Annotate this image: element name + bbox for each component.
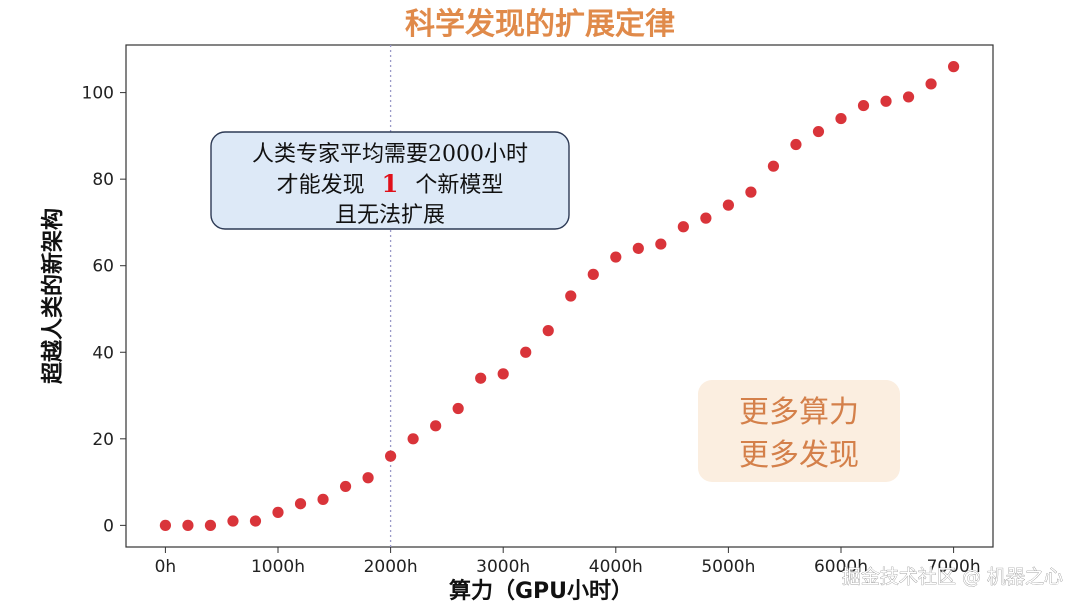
watermark: 掘金技术社区 @ 机器之心: [842, 566, 1063, 588]
expert-box-line2-prefix: 才能发现: [277, 173, 365, 198]
more-compute-line1: 更多算力: [739, 395, 859, 430]
y-tick-label: 20: [92, 430, 114, 450]
y-tick-label: 40: [92, 343, 114, 363]
y-tick-label: 80: [92, 170, 114, 190]
data-point: [227, 515, 239, 527]
data-point: [812, 125, 825, 138]
y-tick-label: 100: [82, 84, 114, 104]
more-compute-line2: 更多发现: [739, 438, 859, 473]
data-point: [385, 450, 397, 462]
data-point: [677, 221, 689, 233]
data-point: [430, 420, 442, 432]
annotation-more-compute-box: 更多算力 更多发现: [698, 380, 900, 482]
expert-box-line1: 人类专家平均需要2000小时: [252, 142, 528, 167]
y-tick-label: 60: [92, 257, 114, 277]
more-compute-box-background: [698, 380, 900, 482]
data-point: [362, 472, 374, 484]
expert-box-background: [210, 131, 570, 230]
x-tick-label: 5000h: [701, 557, 755, 577]
data-point: [452, 402, 464, 415]
data-point: [565, 290, 577, 302]
data-point: [745, 186, 757, 198]
data-point: [947, 61, 960, 73]
data-point: [880, 95, 892, 107]
data-point: [857, 99, 870, 112]
data-points: [159, 61, 960, 531]
expert-box-line2-number: 1: [382, 169, 399, 198]
y-axis-label: 超越人类的新架构: [40, 208, 66, 384]
x-tick-label: 2000h: [364, 557, 418, 577]
data-point: [632, 242, 644, 254]
y-axis-ticks: 0 20 40 60 80 100: [82, 84, 126, 536]
data-point: [587, 268, 599, 280]
annotation-expert-box: 人类专家平均需要2000小时 才能发现 1 个新模型 且无法扩展: [210, 131, 570, 230]
data-point: [182, 519, 194, 531]
data-point: [655, 238, 667, 250]
data-point: [520, 346, 532, 358]
data-point: [790, 138, 802, 151]
data-point: [700, 212, 712, 224]
data-point: [835, 112, 847, 125]
data-point: [722, 199, 734, 211]
x-tick-label: 4000h: [589, 557, 643, 577]
x-tick-label: 3000h: [476, 557, 530, 577]
data-point: [767, 160, 780, 172]
expert-box-line2: 才能发现 1 个新模型: [277, 169, 504, 198]
x-tick-label: 6000h: [814, 557, 868, 577]
x-tick-label: 0h: [155, 557, 177, 577]
y-tick-label: 0: [103, 516, 114, 536]
data-point: [159, 519, 172, 531]
data-point: [610, 251, 622, 263]
x-tick-label: 1000h: [251, 557, 305, 577]
x-axis-ticks: 0h 1000h 2000h 3000h 4000h 5000h 6000h 7000h: [155, 547, 981, 577]
data-point: [925, 78, 937, 90]
chart-title: 科学发现的扩展定律: [405, 7, 675, 42]
data-point: [294, 498, 307, 510]
data-point: [272, 506, 284, 518]
expert-box-line2-suffix: 个新模型: [415, 173, 503, 198]
data-point: [902, 91, 915, 103]
data-point: [497, 368, 509, 380]
data-point: [317, 493, 329, 505]
data-point: [339, 480, 352, 493]
data-point: [204, 519, 217, 531]
x-tick-label: 7000h: [927, 557, 981, 577]
data-point: [542, 325, 554, 337]
expert-box-line3: 且无法扩展: [335, 203, 445, 228]
data-point: [407, 433, 419, 445]
x-axis-label: 算力（GPU小时）: [449, 578, 633, 604]
data-point: [249, 515, 262, 527]
data-point: [475, 372, 487, 384]
